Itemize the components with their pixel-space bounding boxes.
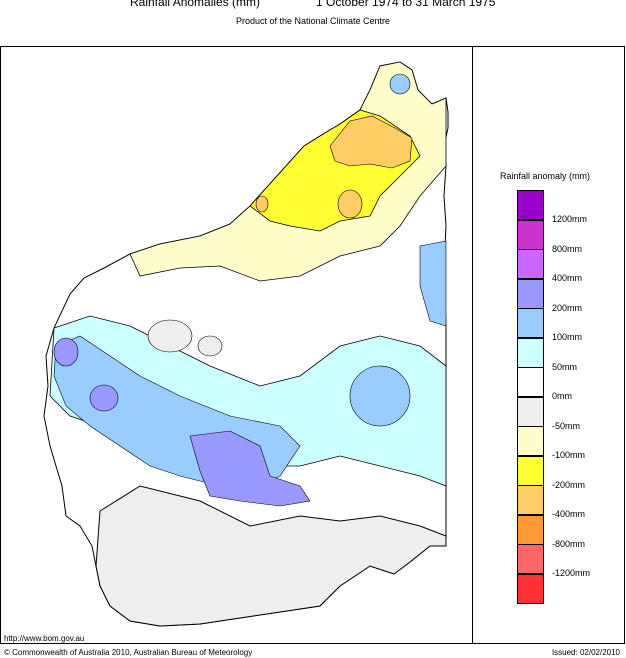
legend-swatch bbox=[517, 367, 544, 397]
footer-copyright: © Commonwealth of Australia 2010, Austra… bbox=[4, 648, 253, 657]
anomaly-minus50-inland bbox=[147, 319, 193, 353]
map-subtitle: Product of the National Climate Centre bbox=[235, 16, 391, 26]
legend-swatch bbox=[517, 573, 544, 604]
map-period: 1 October 1974 to 31 March 1975 bbox=[316, 0, 496, 9]
anomaly-100-northeast bbox=[389, 73, 411, 95]
footer-issued: Issued: 02/02/2010 bbox=[551, 648, 620, 657]
legend-swatch bbox=[517, 219, 544, 250]
legend-label: 100mm bbox=[552, 332, 583, 342]
legend-label: -50mm bbox=[552, 420, 581, 431]
legend-swatch bbox=[517, 278, 544, 309]
legend-label: 1200mm bbox=[552, 214, 588, 224]
anomaly-minus400-small bbox=[337, 189, 363, 219]
page-title: Rainfall Anomalies (mm) 1 October 1974 t… bbox=[0, 0, 626, 13]
legend-label: -100mm bbox=[552, 450, 586, 460]
legend-label: 400mm bbox=[552, 273, 583, 283]
legend-label: 50mm bbox=[552, 361, 578, 372]
anomaly-minus400-north bbox=[329, 115, 413, 169]
anomaly-200-mid bbox=[89, 384, 119, 412]
map-frame bbox=[0, 46, 625, 644]
anomaly-minus50-southwest bbox=[95, 485, 447, 627]
footer-url[interactable]: http://www.bom.gov.au bbox=[4, 634, 85, 643]
legend-label: -200mm bbox=[552, 479, 586, 490]
legend-divider bbox=[472, 46, 473, 644]
legend-swatch bbox=[517, 396, 544, 427]
legend-title: Rainfall anomaly (mm) bbox=[500, 171, 591, 181]
legend-swatch bbox=[517, 190, 544, 220]
legend-label: -400mm bbox=[552, 509, 586, 519]
legend-swatch bbox=[517, 485, 544, 515]
legend-label: 200mm bbox=[552, 302, 583, 313]
anomaly-200-west bbox=[53, 337, 79, 367]
map-title: Rainfall Anomalies (mm) bbox=[130, 0, 261, 9]
legend-swatch bbox=[517, 426, 544, 456]
legend-swatch bbox=[517, 308, 544, 338]
legend-swatch bbox=[517, 455, 544, 486]
legend-label: -1200mm bbox=[552, 568, 591, 578]
anomaly-minus50-center bbox=[197, 335, 223, 357]
legend-label: -800mm bbox=[552, 538, 586, 549]
legend-label: 0mm bbox=[552, 391, 572, 401]
legend-swatch bbox=[517, 544, 544, 574]
anomaly-minus400-west bbox=[255, 195, 269, 213]
legend-swatch bbox=[517, 337, 544, 368]
legend-swatch bbox=[517, 249, 544, 279]
anomaly-200-south bbox=[189, 430, 311, 507]
rainfall-map bbox=[43, 61, 449, 627]
anomaly-100-central bbox=[349, 365, 411, 427]
legend-swatch bbox=[517, 514, 544, 545]
anomaly-100-east bbox=[419, 240, 447, 327]
legend-label: 800mm bbox=[552, 243, 583, 254]
